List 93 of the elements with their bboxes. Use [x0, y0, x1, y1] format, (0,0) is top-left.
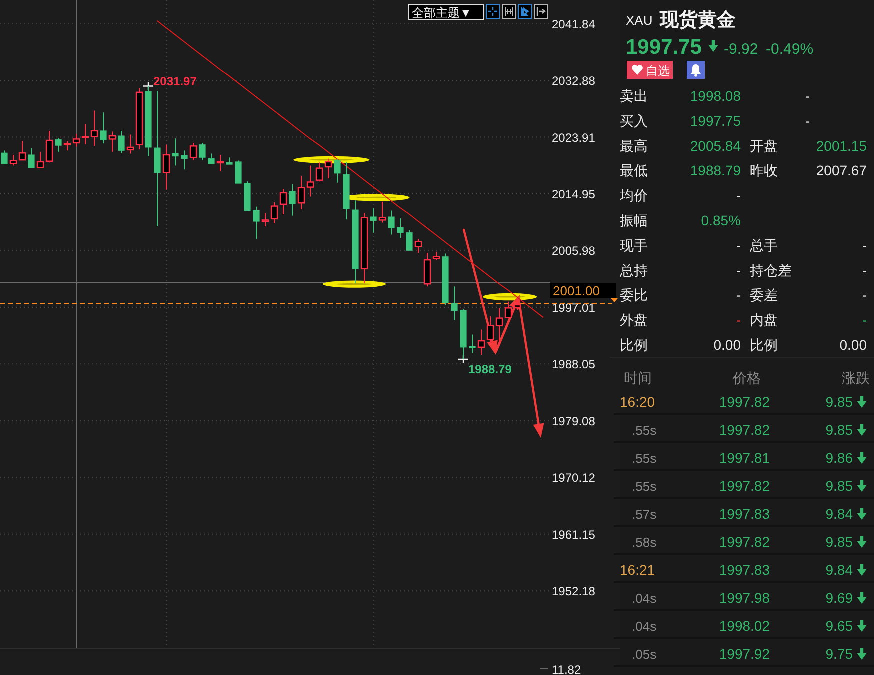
- text: 现货黄金: [659, 9, 736, 31]
- text: 现手: [620, 237, 648, 254]
- text: .57s: [632, 507, 658, 522]
- annotation: 全部主题▼: [412, 6, 472, 20]
- text: .55s: [632, 451, 658, 466]
- text: -: [736, 237, 742, 254]
- text: 9.65: [826, 618, 854, 634]
- text: 委差: [750, 287, 778, 304]
- text: 1998.02: [719, 618, 770, 634]
- text: 内盘: [750, 312, 778, 328]
- text: 最高: [620, 138, 648, 154]
- text: 自选: [646, 64, 670, 78]
- y-tick-label: 1961.15: [552, 528, 596, 542]
- text: 16:20: [620, 394, 656, 410]
- text: 1997.75: [690, 112, 742, 129]
- y-tick-label: 2032.88: [552, 74, 596, 88]
- y-tick-label: 1997.01: [552, 300, 596, 315]
- text: 9.86: [826, 450, 854, 466]
- text: .04s: [632, 591, 658, 606]
- text: 总手: [749, 237, 778, 254]
- text: 1997.83: [719, 506, 770, 522]
- y-tick-label: 1970.12: [552, 471, 596, 486]
- text: 9.84: [826, 562, 854, 578]
- text: 1997.82: [719, 534, 770, 550]
- text: 9.75: [826, 646, 854, 662]
- y-tick-label: 2014.95: [552, 187, 596, 202]
- text: -9.92: [724, 41, 758, 58]
- text: 11.82: [552, 663, 582, 675]
- text: 1997.82: [719, 394, 770, 410]
- y-tick-label: 1979.08: [552, 414, 596, 428]
- text: .04s: [632, 619, 658, 634]
- text: 9.85: [826, 422, 854, 438]
- text: .58s: [632, 535, 658, 550]
- text: 持仓差: [750, 262, 792, 278]
- text: -0.49%: [766, 41, 814, 58]
- y-tick-label: 2023.91: [552, 130, 596, 145]
- text: 比例: [750, 337, 778, 353]
- text: 1997.92: [719, 646, 770, 662]
- text: 0.00: [714, 337, 742, 353]
- y-tick-label: 1988.05: [552, 358, 596, 372]
- text: 总持: [619, 262, 648, 278]
- text: 比例: [620, 337, 648, 353]
- text: 9.85: [826, 394, 854, 410]
- text: 外盘: [620, 312, 648, 328]
- annotation: 1988.79: [468, 362, 512, 376]
- text: 1998.08: [690, 88, 742, 104]
- text: .05s: [632, 647, 658, 662]
- y-tick-label: 2005.98: [552, 244, 596, 258]
- text: 1997.82: [719, 422, 770, 438]
- text: .55s: [632, 479, 658, 494]
- text: .55s: [632, 423, 658, 438]
- text: 最低: [620, 162, 648, 179]
- text: -: [736, 312, 742, 328]
- y-tick-label: 2041.84: [552, 17, 596, 32]
- text: 开盘: [750, 138, 778, 154]
- text: -: [736, 287, 742, 304]
- text: 振幅: [620, 212, 648, 228]
- text: 2007.67: [816, 162, 868, 179]
- text: 1997.82: [719, 478, 770, 494]
- text: 均价: [619, 188, 648, 204]
- text: 1988.79: [690, 162, 742, 179]
- text: 16:21: [620, 562, 656, 578]
- text: -: [805, 112, 810, 129]
- text: 买入: [620, 112, 648, 129]
- text: 1997.98: [719, 590, 770, 606]
- text: 1997.83: [719, 562, 770, 578]
- text: 9.85: [826, 534, 854, 550]
- ref-line-label: 2001.00: [553, 284, 600, 298]
- text: 涨跌: [842, 370, 870, 386]
- text: XAU: [626, 13, 653, 28]
- text: 昨收: [750, 162, 778, 179]
- text: -: [862, 237, 868, 254]
- text: 委比: [620, 287, 648, 304]
- text: 0.00: [840, 337, 868, 353]
- text: 2005.84: [690, 138, 742, 154]
- text: 0.85%: [701, 212, 741, 228]
- text: -: [736, 262, 742, 278]
- text: 价格: [732, 370, 761, 386]
- text: -: [862, 287, 868, 304]
- text: 时间: [624, 370, 652, 386]
- text: 1997.81: [719, 450, 770, 466]
- text: -: [736, 188, 742, 204]
- text: 9.69: [826, 590, 854, 606]
- text: 9.84: [826, 506, 854, 522]
- annotation: 2031.97: [154, 74, 198, 88]
- text: -: [862, 312, 868, 328]
- text: -: [862, 262, 868, 278]
- text: 卖出: [620, 88, 648, 104]
- text: -: [805, 88, 810, 104]
- text: 2001.15: [816, 138, 868, 154]
- text: 1997.75: [626, 36, 702, 59]
- text: 9.85: [826, 478, 854, 494]
- y-tick-label: 1952.18: [552, 584, 596, 599]
